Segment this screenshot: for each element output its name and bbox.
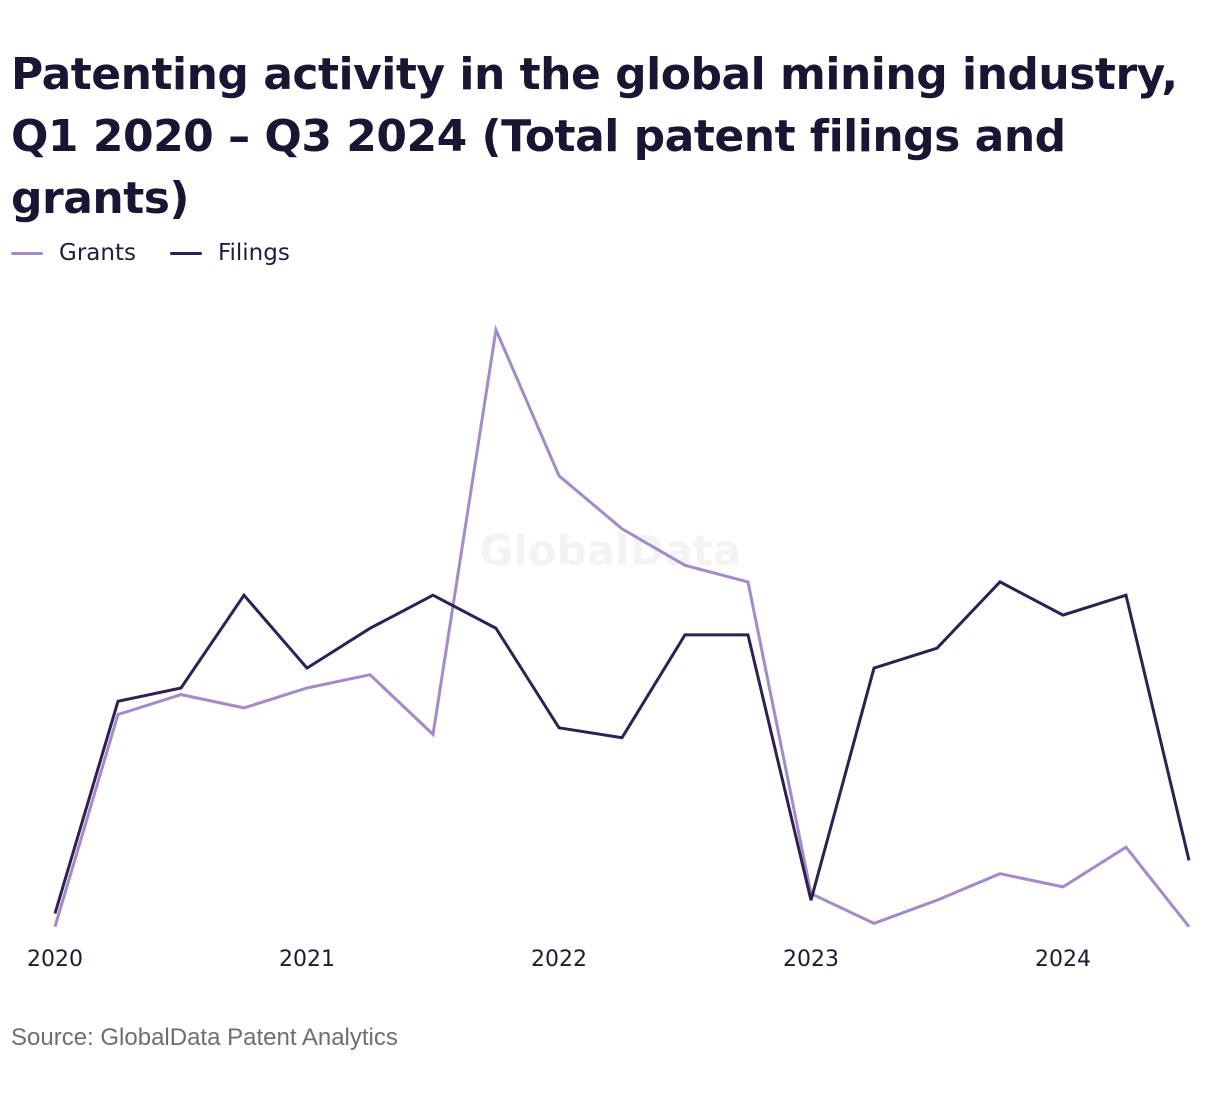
series-line-filings — [53, 580, 1191, 914]
chart-title: Patenting activity in the global mining … — [11, 49, 1178, 224]
legend: Grants Filings — [11, 240, 324, 266]
legend-item-grants: Grants — [11, 240, 136, 266]
x-tick-label: 2020 — [27, 947, 83, 972]
x-tick-label: 2021 — [279, 947, 335, 972]
legend-label-grants: Grants — [59, 240, 136, 266]
legend-swatch-grants — [11, 251, 43, 255]
watermark-text: GlobalData — [479, 526, 741, 575]
x-axis-ticks: 2020 2021 2022 2023 2024 — [27, 947, 1091, 972]
x-tick-label: 2023 — [783, 947, 839, 972]
x-tick-label: 2024 — [1035, 947, 1091, 972]
line-chart: GlobalData 2020 2021 2022 2023 2024 — [27, 324, 1191, 972]
x-tick-label: 2022 — [531, 947, 587, 972]
source-note: Source: GlobalData Patent Analytics — [11, 1024, 398, 1051]
series-line-grants — [53, 324, 1191, 928]
legend-swatch-filings — [169, 251, 202, 255]
legend-item-filings: Filings — [169, 240, 290, 266]
legend-label-filings: Filings — [217, 240, 290, 266]
series-layer — [53, 324, 1191, 928]
